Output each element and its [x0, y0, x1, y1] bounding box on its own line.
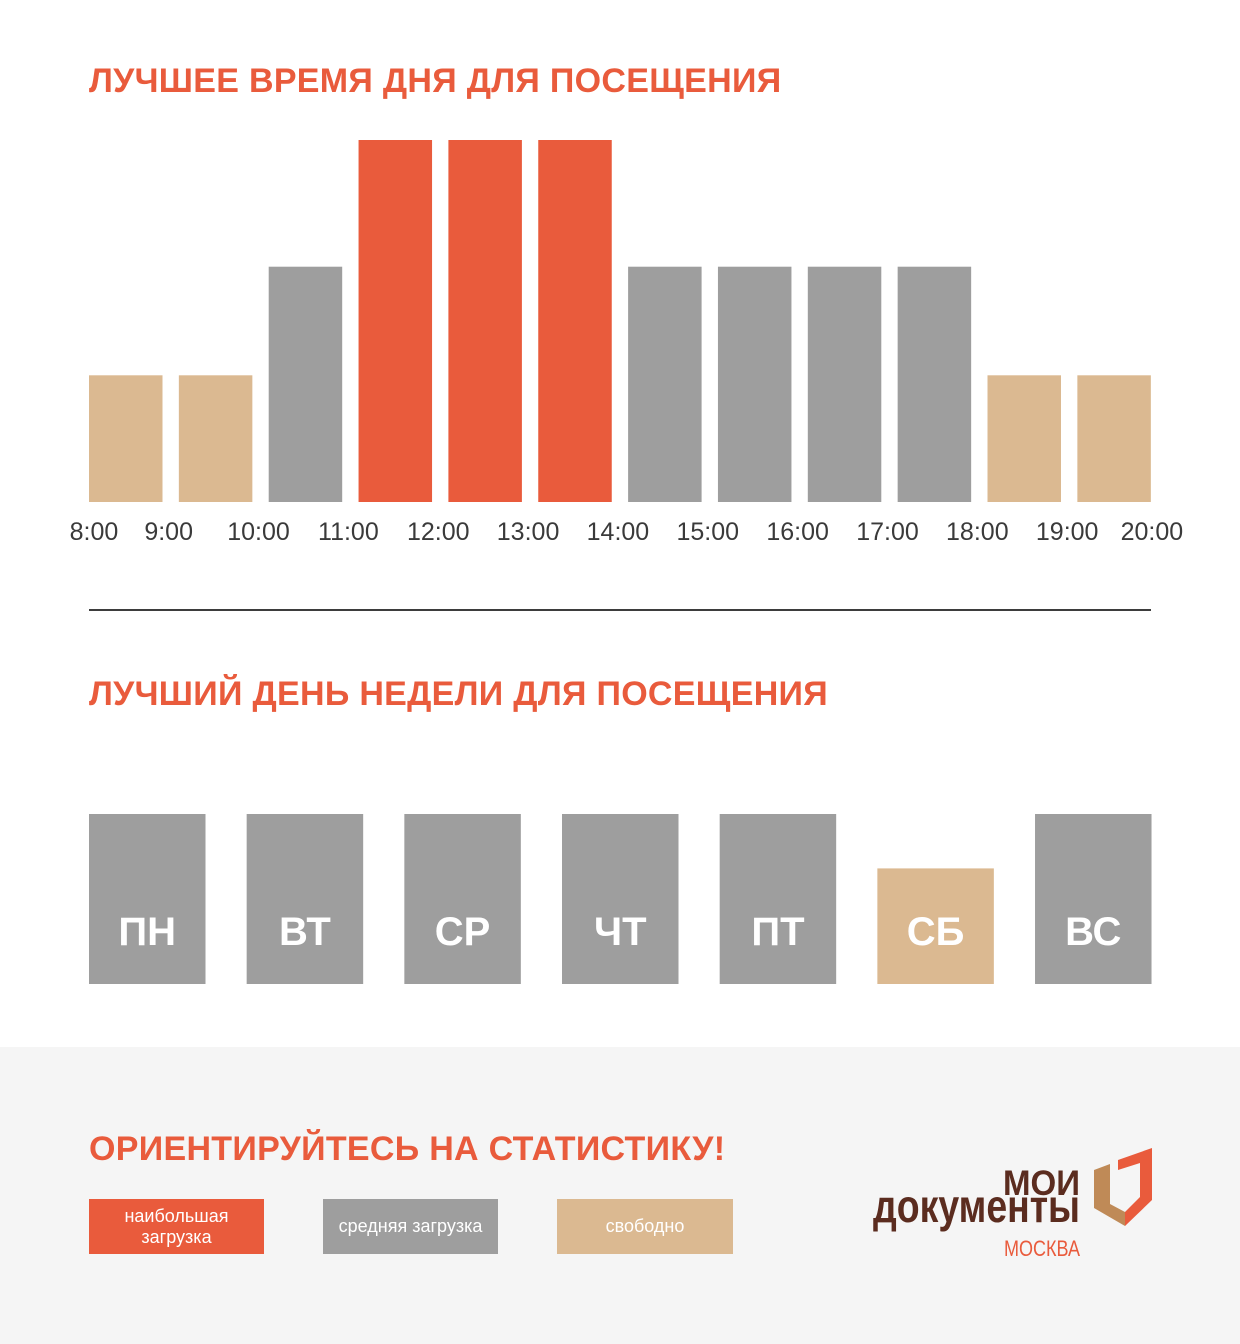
- logo-emblem-brown-part: [1094, 1164, 1125, 1226]
- logo-emblem-orange-part: [1118, 1148, 1152, 1226]
- time-bar: [987, 375, 1061, 502]
- day-bar: [562, 814, 679, 984]
- logo-city-text: МОСКВА: [1004, 1236, 1080, 1261]
- day-bar: [404, 814, 521, 984]
- day-label: ВС: [1065, 910, 1121, 954]
- logo-text-line2: документы: [873, 1180, 1080, 1232]
- time-tick-label: 14:00: [587, 518, 650, 546]
- day-bars: ПН ВТ СР ЧТ ПТ СБ ВС: [89, 814, 1152, 984]
- time-tick-label: 11:00: [318, 518, 379, 546]
- day-of-week-title: ЛУЧШИЙ ДЕНЬ НЕДЕЛИ ДЛЯ ПОСЕЩЕНИЯ: [89, 675, 829, 713]
- time-tick-label: 18:00: [946, 518, 1009, 546]
- day-bar: [246, 814, 364, 984]
- brand-logo: МОИ документы МОСКВА: [873, 1148, 1152, 1261]
- day-label: СР: [435, 910, 491, 954]
- time-tick-label: 13:00: [497, 518, 560, 546]
- day-label: ЧТ: [594, 910, 647, 954]
- day-label: ПТ: [751, 910, 804, 954]
- time-bar: [807, 266, 882, 502]
- legend-item-medium-load: средняя загрузка: [323, 1199, 498, 1254]
- logo-emblem-icon: [1094, 1148, 1152, 1226]
- time-bar: [628, 266, 702, 502]
- legend-item-free: свободно: [557, 1199, 733, 1254]
- day-bar: [877, 868, 994, 984]
- logo-text-line1: МОИ: [1003, 1164, 1080, 1203]
- day-bar: [1035, 814, 1152, 984]
- time-bars: [89, 140, 1151, 502]
- legend-label-medium-load: средняя загрузка: [338, 1216, 483, 1236]
- day-label: СБ: [907, 910, 965, 954]
- time-bar: [1077, 375, 1151, 502]
- time-bar: [89, 375, 163, 502]
- time-tick-label: 17:00: [856, 518, 919, 546]
- legend-label-free: свободно: [605, 1216, 685, 1236]
- time-bar: [268, 266, 343, 502]
- day-of-week-chart: ПН ВТ СР ЧТ ПТ СБ ВС: [89, 814, 1152, 984]
- day-label: ВТ: [279, 910, 331, 954]
- time-of-day-title: ЛУЧШЕЕ ВРЕМЯ ДНЯ ДЛЯ ПОСЕЩЕНИЯ: [89, 62, 782, 100]
- day-bar: [89, 814, 206, 984]
- time-tick-label: 16:00: [766, 518, 829, 546]
- time-tick-label: 19:00: [1036, 518, 1099, 546]
- time-bar: [448, 140, 522, 502]
- footer-panel: [0, 1047, 1240, 1344]
- time-bar: [717, 266, 792, 502]
- time-bar: [178, 375, 253, 502]
- day-bar: [719, 814, 837, 984]
- time-tick-label: 20:00: [1121, 518, 1184, 546]
- section-divider: [89, 609, 1151, 611]
- time-bar: [358, 140, 433, 502]
- time-bar: [897, 266, 972, 502]
- time-tick-label: 12:00: [407, 518, 470, 546]
- time-bar: [538, 140, 612, 502]
- time-tick-label: 9:00: [144, 518, 193, 546]
- time-tick-label: 10:00: [227, 518, 290, 546]
- legend-item-highest-load: наибольшая загрузка: [89, 1199, 264, 1254]
- time-tick-label: 15:00: [676, 518, 739, 546]
- time-tick-label: 8:00: [70, 518, 119, 546]
- footer-heading: ОРИЕНТИРУЙТЕСЬ НА СТАТИСТИКУ!: [89, 1130, 726, 1168]
- day-label: ПН: [118, 910, 176, 954]
- time-of-day-chart: 8:00 9:00 10:00 11:00 12:00 13:00 14:00 15:00 16…: [70, 140, 1183, 546]
- legend-label-highest-load: наибольшая загрузка: [124, 1205, 229, 1247]
- time-tick-labels: 8:00 9:00 10:00 11:00 12:00 13:00 14:00 15:00 16…: [70, 518, 1183, 546]
